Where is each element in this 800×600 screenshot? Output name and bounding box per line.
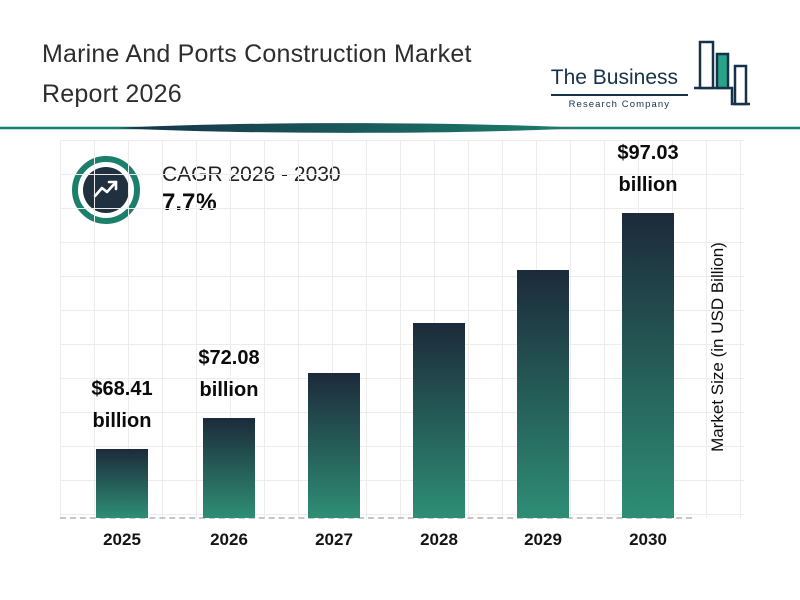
page-title-line2: Report 2026: [42, 80, 182, 108]
x-axis-label-2027: 2027: [315, 530, 353, 549]
value-amount-2030: $97.03: [617, 142, 679, 164]
x-axis-label-2025: 2025: [103, 530, 141, 549]
y-axis-title: Market Size (in USD Billion): [708, 242, 727, 452]
x-axis-label-2029: 2029: [524, 530, 562, 549]
divider-rule: [0, 120, 800, 136]
bar-2026: [203, 418, 255, 518]
value-unit-2026: billion: [199, 379, 259, 401]
company-logo-text: The Business Research Company: [550, 66, 688, 110]
bar-2029: [517, 270, 569, 518]
x-axis-label-2026: 2026: [210, 530, 248, 549]
bar-2028: [413, 323, 465, 518]
company-logo-subtitle: Research Company: [568, 99, 671, 110]
logo-bars-icon: [694, 40, 750, 106]
company-logo-name: The Business: [550, 66, 688, 96]
bar-2030: [622, 213, 674, 518]
value-amount-2026: $72.08: [198, 347, 260, 369]
divider-lens-icon: [0, 123, 800, 133]
x-axis-label-2030: 2030: [629, 530, 667, 549]
company-logo: The Business Research Company: [550, 36, 752, 110]
value-label-2026: $72.08 billion: [169, 342, 289, 406]
x-axis-label-2028: 2028: [420, 530, 458, 549]
bar-2027: [308, 373, 360, 518]
bar-2025: [96, 449, 148, 518]
page-title-line1: Marine And Ports Construction Market: [42, 40, 472, 68]
value-label-2030: $97.03 billion: [588, 137, 708, 201]
x-axis-baseline: [60, 517, 692, 519]
page-title: Marine And Ports Construction Market Rep…: [42, 34, 472, 114]
value-label-2025: $68.41 billion: [62, 373, 182, 437]
value-unit-2030: billion: [618, 174, 678, 196]
value-amount-2025: $68.41: [91, 378, 153, 400]
value-unit-2025: billion: [92, 410, 152, 432]
